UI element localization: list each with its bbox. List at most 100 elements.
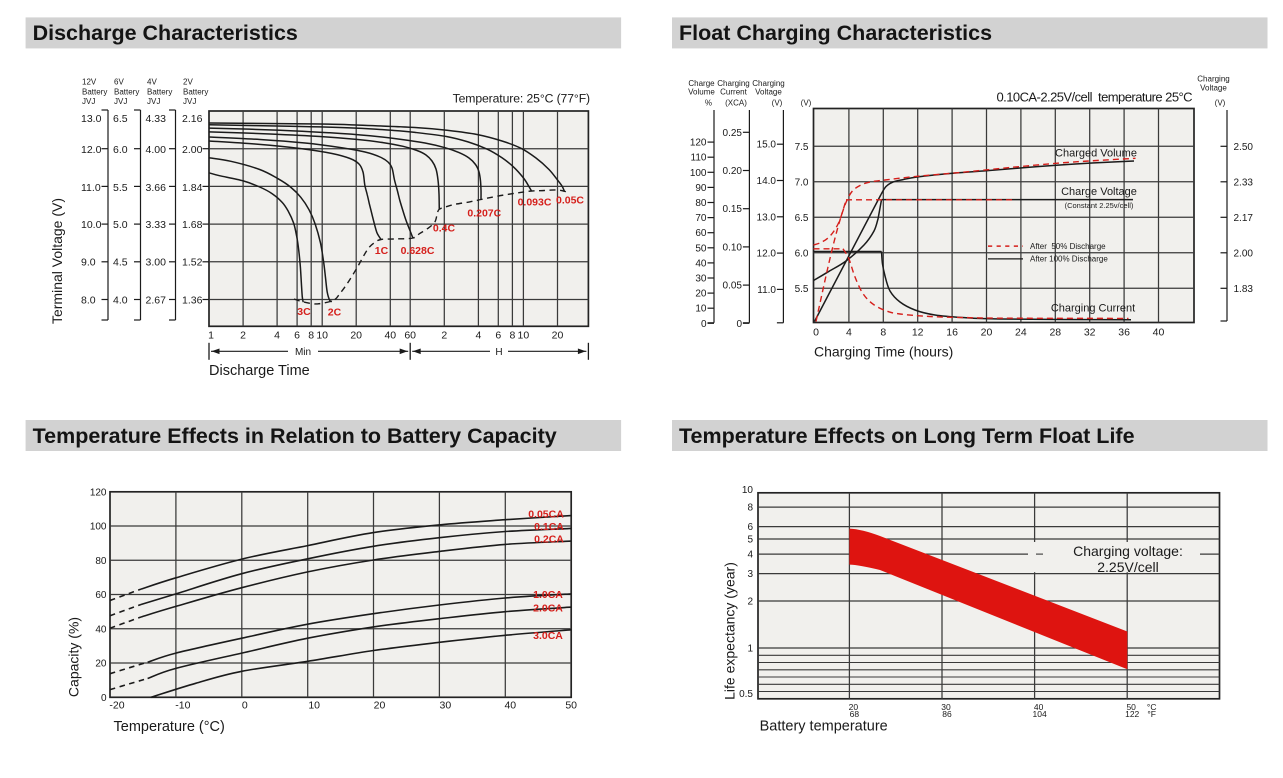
svg-text:(V): (V): [1215, 99, 1226, 108]
svg-text:3.0CA: 3.0CA: [533, 630, 563, 642]
svg-text:6: 6: [747, 522, 753, 533]
svg-text:3.66: 3.66: [146, 182, 167, 194]
svg-text:2.67: 2.67: [146, 294, 167, 306]
svg-text:20: 20: [374, 700, 386, 712]
svg-text:0: 0: [242, 700, 248, 712]
svg-text:4.00: 4.00: [146, 144, 167, 156]
svg-text:(XCA): (XCA): [725, 98, 747, 107]
svg-text:12V: 12V: [82, 78, 97, 87]
svg-text:28: 28: [1049, 327, 1061, 339]
svg-text:H: H: [495, 347, 502, 358]
svg-text:Min: Min: [295, 347, 311, 358]
svg-text:Charging Time (hours): Charging Time (hours): [814, 344, 953, 360]
svg-text:0.15: 0.15: [723, 204, 743, 215]
svg-text:Discharge Time: Discharge Time: [209, 363, 310, 379]
svg-text:1.36: 1.36: [182, 294, 203, 306]
svg-text:6.0: 6.0: [113, 144, 128, 156]
svg-text:JVJ: JVJ: [183, 97, 196, 106]
svg-text:70: 70: [695, 213, 707, 224]
svg-text:0.25: 0.25: [723, 128, 743, 139]
svg-text:Discharge Characteristics: Discharge Characteristics: [33, 21, 298, 45]
svg-text:120: 120: [90, 487, 107, 498]
svg-text:10: 10: [695, 304, 707, 315]
svg-text:60: 60: [95, 590, 107, 601]
svg-text:Battery: Battery: [82, 87, 107, 96]
svg-text:-10: -10: [175, 700, 190, 712]
svg-text:Charged Volume: Charged Volume: [1055, 148, 1137, 160]
svg-text:40: 40: [95, 624, 107, 635]
svg-text:30: 30: [695, 274, 707, 285]
svg-text:4.33: 4.33: [146, 113, 167, 125]
svg-text:10: 10: [742, 485, 754, 496]
svg-text:12: 12: [912, 327, 924, 339]
svg-text:50: 50: [695, 243, 707, 254]
svg-text:Terminal Voltage (V): Terminal Voltage (V): [49, 198, 65, 324]
svg-text:Voltage: Voltage: [1200, 83, 1227, 92]
svg-text:Temperature (°C): Temperature (°C): [114, 719, 225, 735]
svg-text:Charging Current: Charging Current: [1051, 303, 1135, 315]
svg-text:12.0: 12.0: [81, 144, 102, 156]
svg-text:Battery: Battery: [183, 87, 208, 96]
svg-text:0.05CA: 0.05CA: [528, 509, 564, 521]
svg-text:20: 20: [552, 330, 564, 342]
svg-text:Current: Current: [720, 88, 747, 97]
svg-text:110: 110: [691, 153, 707, 164]
svg-text:6.5: 6.5: [795, 213, 809, 224]
svg-text:6V: 6V: [114, 78, 124, 87]
svg-text:Temperature: 25°C (77°F): Temperature: 25°C (77°F): [453, 92, 590, 106]
svg-text:5.5: 5.5: [795, 284, 809, 295]
svg-text:Charging: Charging: [752, 79, 784, 88]
svg-text:13.0: 13.0: [81, 113, 102, 125]
svg-text:40: 40: [384, 330, 396, 342]
svg-text:1: 1: [747, 644, 753, 655]
svg-text:0: 0: [701, 319, 707, 330]
svg-text:20: 20: [95, 659, 107, 670]
svg-text:2.17: 2.17: [1234, 213, 1254, 224]
svg-text:2: 2: [240, 330, 246, 342]
svg-text:JVJ: JVJ: [147, 97, 160, 106]
svg-text:40: 40: [1153, 327, 1165, 339]
svg-text:20: 20: [849, 702, 859, 712]
svg-text:Temperature Effects on Long Te: Temperature Effects on Long Term Float L…: [679, 424, 1135, 448]
svg-text:30: 30: [941, 702, 951, 712]
svg-text:Float Charging Characteristics: Float Charging Characteristics: [679, 21, 992, 45]
svg-text:100: 100: [690, 168, 707, 179]
svg-text:5.5: 5.5: [113, 182, 128, 194]
svg-text:4V: 4V: [147, 78, 157, 87]
svg-text:15.0: 15.0: [757, 140, 777, 151]
svg-text:0.628C: 0.628C: [401, 245, 435, 257]
svg-text:%: %: [705, 98, 712, 107]
svg-text:1: 1: [208, 330, 214, 342]
svg-text:0: 0: [813, 327, 819, 339]
svg-text:0.5: 0.5: [739, 689, 753, 700]
svg-text:7.5: 7.5: [795, 142, 809, 153]
svg-text:32: 32: [1084, 327, 1096, 339]
svg-text:Charge Voltage: Charge Voltage: [1061, 186, 1137, 198]
svg-text:2.00: 2.00: [1234, 248, 1254, 259]
svg-text:-20: -20: [109, 700, 124, 712]
svg-text:6: 6: [294, 330, 300, 342]
svg-text:0.2CA: 0.2CA: [534, 534, 564, 546]
svg-text:4: 4: [274, 330, 280, 342]
svg-text:1C: 1C: [375, 245, 389, 257]
svg-text:Battery: Battery: [147, 87, 172, 96]
svg-text:24: 24: [1015, 327, 1027, 339]
svg-text:50: 50: [1126, 702, 1136, 712]
svg-text:(Constant 2.25v/cell): (Constant 2.25v/cell): [1065, 201, 1134, 210]
svg-text:Volume: Volume: [688, 88, 715, 97]
svg-text:12.0: 12.0: [757, 249, 777, 260]
svg-text:0: 0: [736, 319, 742, 330]
svg-text:1.68: 1.68: [182, 219, 203, 231]
svg-text:30: 30: [440, 700, 452, 712]
svg-text:2.00: 2.00: [182, 144, 203, 156]
svg-text:122: 122: [1125, 709, 1139, 719]
svg-text:°F: °F: [1147, 709, 1156, 719]
svg-text:3C: 3C: [297, 306, 311, 318]
svg-text:4.5: 4.5: [113, 257, 128, 269]
svg-text:1.0CA: 1.0CA: [533, 589, 563, 601]
svg-text:3: 3: [747, 569, 753, 580]
svg-text:(V): (V): [801, 98, 812, 107]
svg-text:°C: °C: [1147, 702, 1157, 712]
svg-text:0.093C: 0.093C: [518, 196, 552, 208]
svg-text:Life expectancy (year): Life expectancy (year): [722, 562, 738, 700]
